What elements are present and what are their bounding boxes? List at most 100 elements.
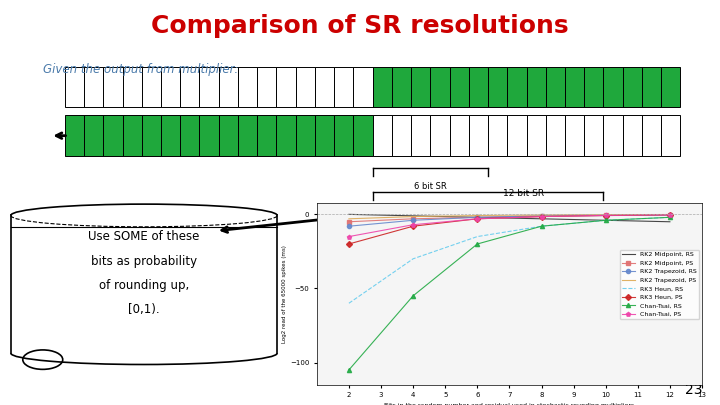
Bar [603, 115, 623, 156]
Bar [565, 67, 584, 107]
Bar [546, 67, 565, 107]
RK2 Midpoint, PS [537, 213, 546, 218]
RK3 Heun, RS [345, 301, 354, 306]
Bar [296, 115, 315, 156]
RK2 Midpoint, RS [665, 220, 674, 224]
Bar [526, 115, 546, 156]
Bar [469, 67, 488, 107]
Bar [257, 67, 276, 107]
RK2 Midpoint, PS [665, 212, 674, 217]
RK3 Heun, PS [409, 224, 418, 229]
Bar [449, 67, 469, 107]
Bar [603, 67, 623, 107]
Bar [642, 67, 661, 107]
Bar [373, 67, 392, 107]
Text: 12 bit SR: 12 bit SR [469, 207, 507, 215]
Bar [488, 67, 508, 107]
Bar [431, 67, 449, 107]
Chan-Tsai, PS [473, 216, 482, 221]
Bar [103, 115, 122, 156]
RK2 Midpoint, RS [473, 215, 482, 220]
Bar [238, 67, 257, 107]
Chan-Tsai, RS [601, 218, 610, 223]
Chan-Tsai, RS [537, 224, 546, 229]
Line: RK3 Heun, PS: RK3 Heun, PS [347, 213, 672, 246]
RK2 Trapezoid, RS [601, 213, 610, 218]
Bar [180, 67, 199, 107]
Line: RK2 Midpoint, PS: RK2 Midpoint, PS [347, 213, 672, 224]
Bar [238, 115, 257, 156]
RK2 Trapezoid, RS [537, 213, 546, 218]
RK2 Midpoint, RS [537, 216, 546, 221]
Bar [315, 115, 334, 156]
Bar [219, 67, 238, 107]
Chan-Tsai, PS [345, 234, 354, 239]
Bar [103, 67, 122, 107]
Chan-Tsai, RS [473, 241, 482, 246]
Line: RK2 Trapezoid, PS: RK2 Trapezoid, PS [349, 215, 670, 219]
Bar [11, 202, 277, 364]
RK3 Heun, RS [665, 215, 674, 220]
Bar [142, 115, 161, 156]
Bar [661, 115, 680, 156]
Text: [0,1).: [0,1). [128, 303, 160, 316]
Bar [392, 67, 411, 107]
Bar [642, 115, 661, 156]
Line: RK2 Midpoint, RS: RK2 Midpoint, RS [349, 214, 670, 222]
Bar [449, 115, 469, 156]
Bar [257, 115, 276, 156]
RK2 Trapezoid, RS [409, 218, 418, 223]
Bar [334, 67, 354, 107]
RK3 Heun, RS [409, 256, 418, 261]
Text: 12 bit SR: 12 bit SR [503, 190, 544, 198]
Bar [161, 67, 180, 107]
RK2 Midpoint, RS [601, 218, 610, 223]
Bar [373, 115, 392, 156]
Bar [142, 67, 161, 107]
RK3 Heun, PS [665, 212, 674, 217]
Bar [122, 67, 142, 107]
Legend: RK2 Midpoint, RS, RK2 Midpoint, PS, RK2 Trapezoid, RS, RK2 Trapezoid, PS, RK3 He: RK2 Midpoint, RS, RK2 Midpoint, PS, RK2 … [620, 249, 699, 320]
Bar [546, 115, 565, 156]
Bar [276, 115, 296, 156]
Bar [199, 67, 219, 107]
RK2 Trapezoid, PS [473, 213, 482, 218]
Chan-Tsai, RS [409, 293, 418, 298]
RK2 Midpoint, RS [409, 213, 418, 218]
Text: Given the output from multiplier:: Given the output from multiplier: [43, 63, 239, 76]
Bar [392, 115, 411, 156]
RK3 Heun, PS [601, 213, 610, 218]
Chan-Tsai, RS [665, 215, 674, 220]
Line: Chan-Tsai, PS: Chan-Tsai, PS [347, 213, 672, 239]
Chan-Tsai, PS [537, 214, 546, 219]
Bar [623, 115, 642, 156]
Bar [180, 115, 199, 156]
RK2 Midpoint, PS [601, 213, 610, 217]
Line: RK2 Trapezoid, RS: RK2 Trapezoid, RS [347, 213, 672, 228]
X-axis label: Bits in the random number and residual used in stochastic rounding multipliers: Bits in the random number and residual u… [384, 403, 634, 405]
Bar [334, 115, 354, 156]
RK2 Trapezoid, PS [537, 213, 546, 217]
Bar [431, 115, 449, 156]
Bar [122, 115, 142, 156]
RK2 Trapezoid, RS [473, 215, 482, 220]
Y-axis label: Log2 read of the 65000 spikes (ms): Log2 read of the 65000 spikes (ms) [282, 245, 287, 343]
Bar [584, 115, 603, 156]
Text: of rounding up,: of rounding up, [99, 279, 189, 292]
Bar [584, 67, 603, 107]
Bar [84, 115, 103, 156]
Bar [65, 115, 84, 156]
Bar [565, 115, 584, 156]
Bar [411, 115, 431, 156]
RK3 Heun, PS [537, 214, 546, 219]
Bar [661, 67, 680, 107]
RK3 Heun, PS [473, 216, 482, 221]
RK2 Midpoint, RS [345, 212, 354, 217]
Bar [296, 67, 315, 107]
Bar [276, 67, 296, 107]
Bar [199, 115, 219, 156]
RK2 Midpoint, PS [345, 220, 354, 224]
Bar [161, 115, 180, 156]
Text: Use SOME of these: Use SOME of these [89, 230, 199, 243]
Text: 23: 23 [685, 383, 702, 397]
